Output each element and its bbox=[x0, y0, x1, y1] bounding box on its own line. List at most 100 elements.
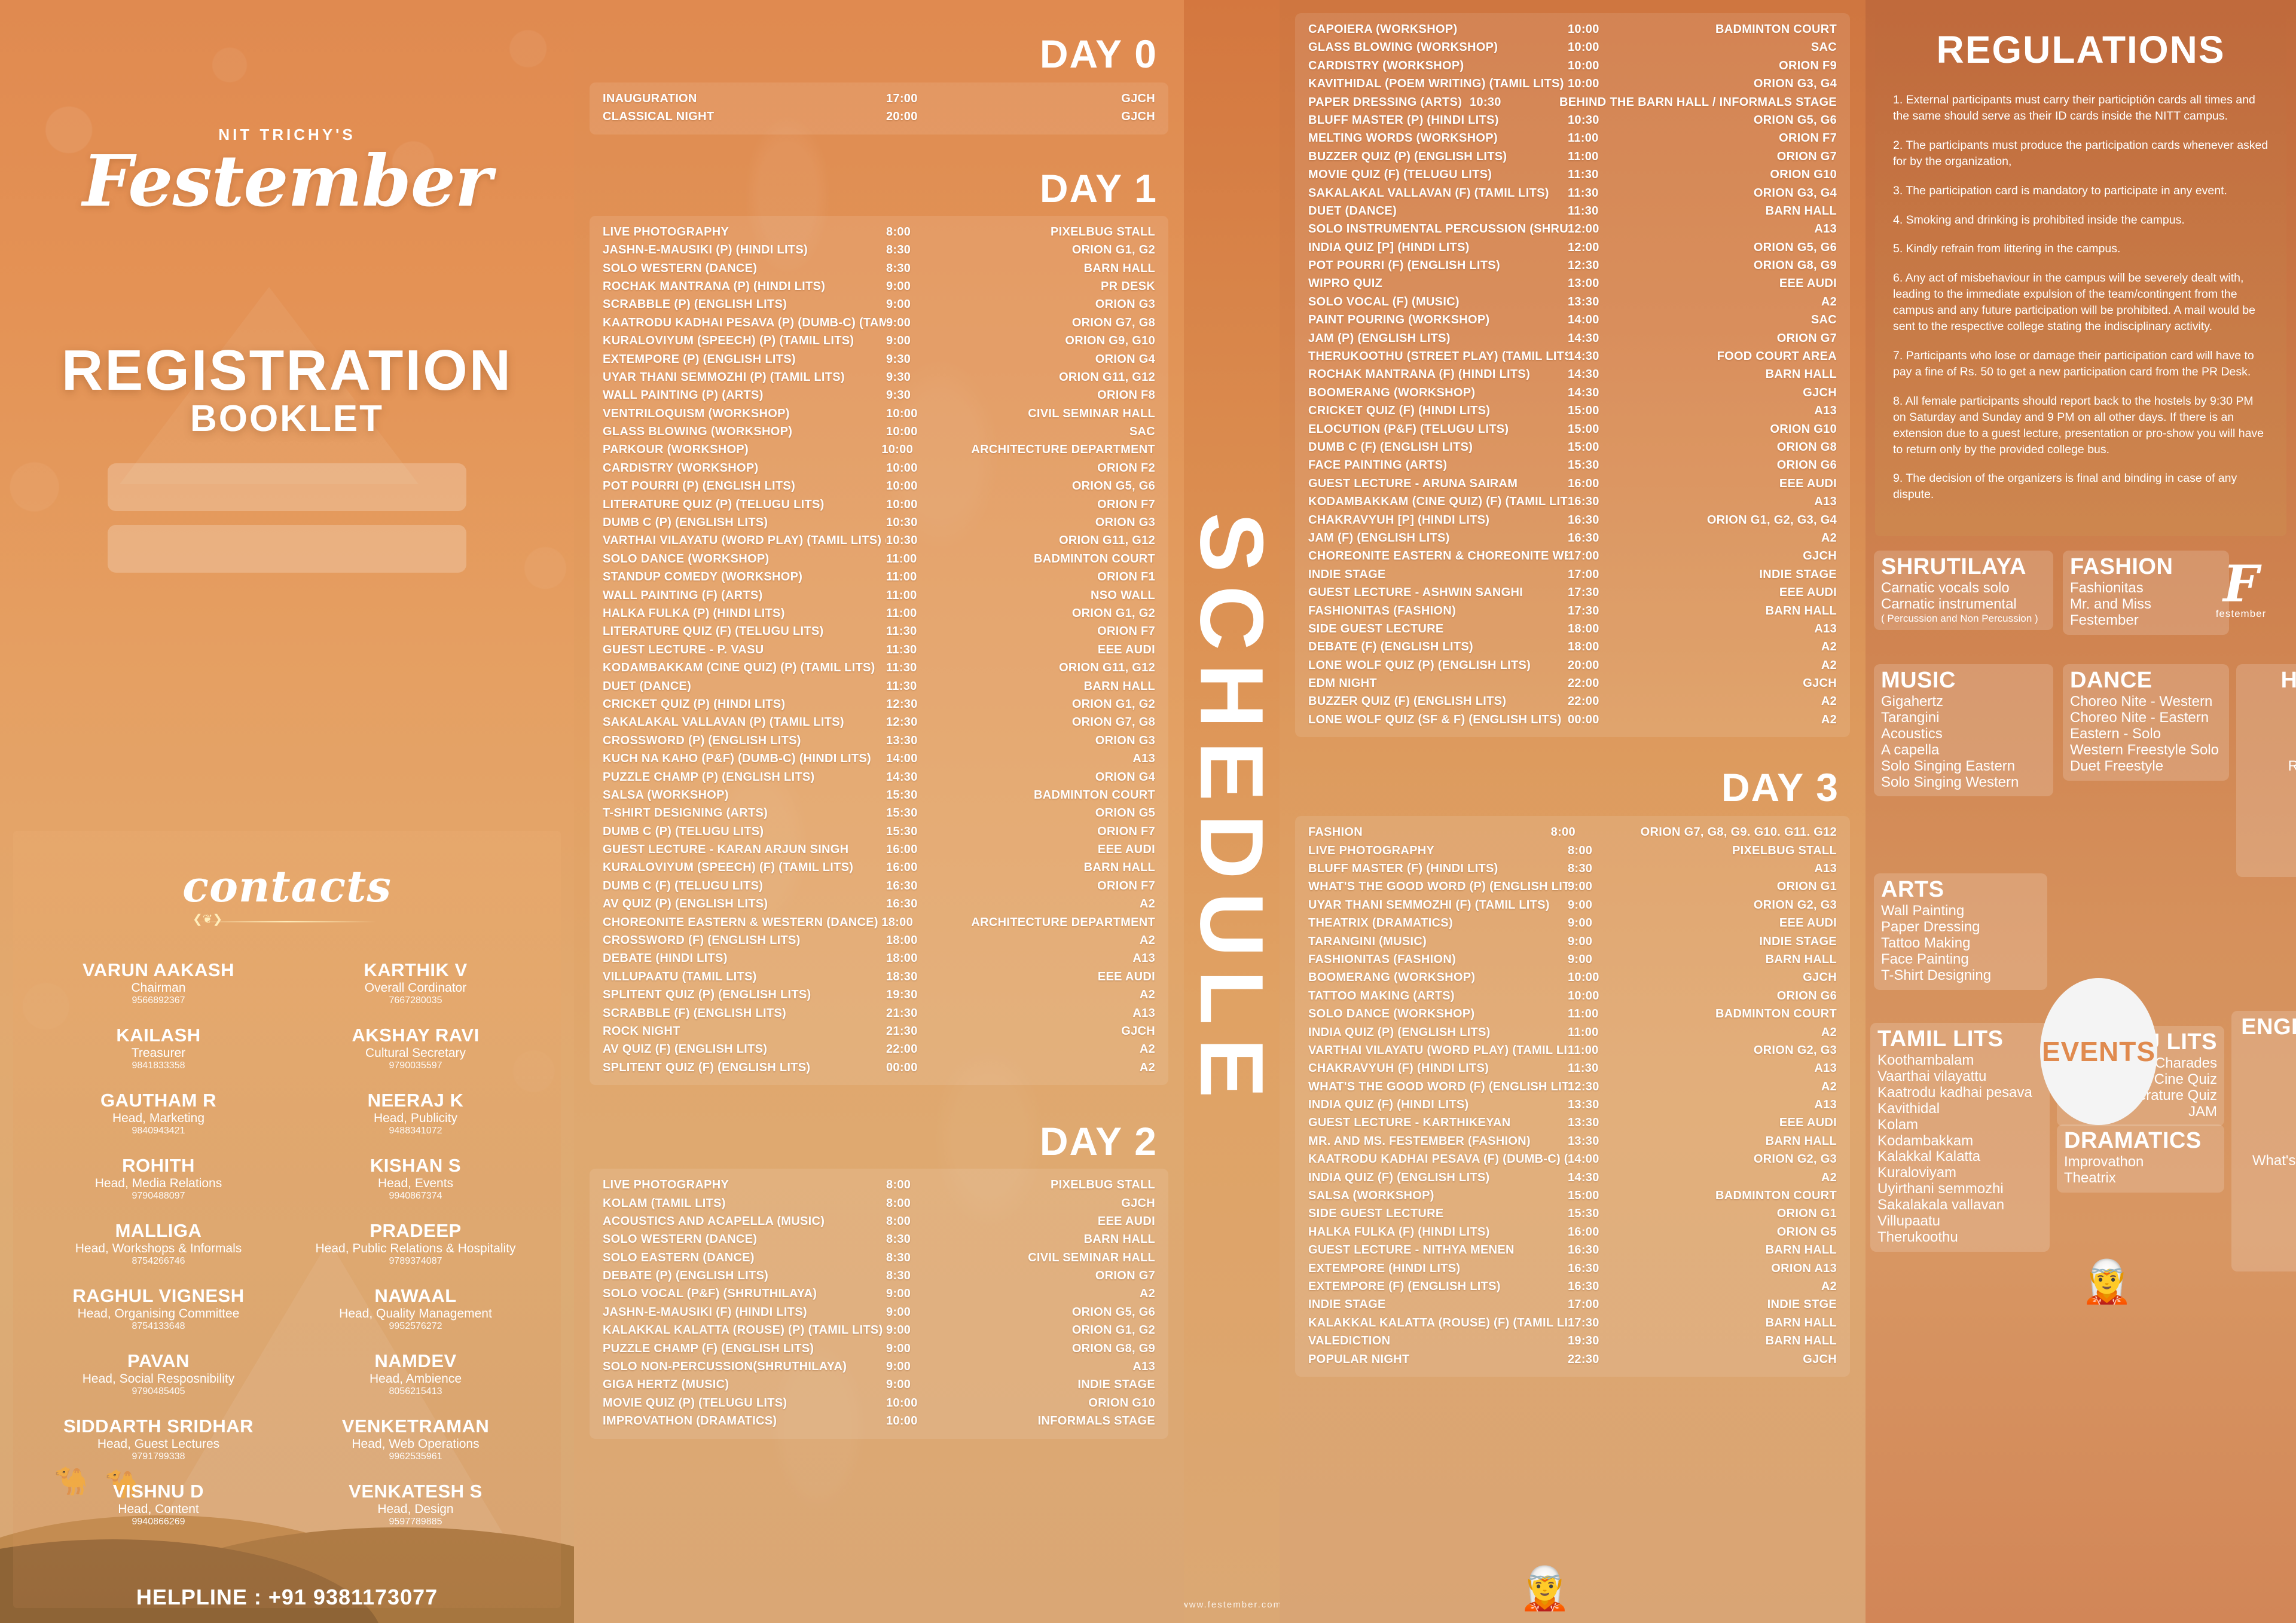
schedule-venue: ORION G5 bbox=[1095, 806, 1155, 820]
day1-table: LIVE PHOTOGRAPHY 8:00 PIXELBUG STALL JASHN-… bbox=[590, 215, 1168, 1086]
event-category-english-lits[interactable]: ENGLISH LITSSpLitEnt QuizAV QuizBuzzer Q… bbox=[2231, 1011, 2296, 1272]
schedule-event: IMPROVATHON (DRAMATICS) bbox=[603, 1414, 777, 1428]
contact-card[interactable]: AKSHAY RAVI Cultural Secretary 9790035597 bbox=[287, 1026, 544, 1071]
contact-card[interactable]: KAILASH Treasurer 9841833358 bbox=[30, 1026, 287, 1071]
schedule-venue: A13 bbox=[1814, 222, 1837, 236]
event-category-hindi-lits[interactable]: HINDI LITSJasn-e-MousikiBluff MasterExte… bbox=[2236, 664, 2296, 877]
schedule-row: KODAMBAKKAM (CINE QUIZ) (F) (TAMIL LITS)… bbox=[1308, 493, 1837, 511]
schedule-venue: ORION F2 bbox=[1097, 461, 1155, 475]
contact-card[interactable]: VISHNU D Head, Content 9940866269 bbox=[30, 1482, 287, 1527]
contact-card[interactable]: NAWAAL Head, Quality Management 9952576272 bbox=[287, 1286, 544, 1331]
schedule-row: VALEDICTION 19:30 BARN HALL bbox=[1308, 1332, 1837, 1350]
contact-card[interactable]: ROHITH Head, Media Relations 9790488097 bbox=[30, 1156, 287, 1201]
schedule-venue: ORION G10 bbox=[1770, 422, 1837, 436]
schedule-row: ROCHAK MANTRANA (F) (HINDI LITS) 14:30 BAR… bbox=[1308, 365, 1837, 383]
contact-card[interactable]: KISHAN S Head, Events 9940867374 bbox=[287, 1156, 544, 1201]
contact-phone[interactable]: 9789374087 bbox=[389, 1256, 442, 1266]
contact-phone[interactable]: 8056215413 bbox=[389, 1386, 442, 1396]
event-category-tamil-lits[interactable]: TAMIL LITS Koothambalam Vaarthai vilayattu… bbox=[1870, 1023, 2050, 1252]
schedule-row: CHAKRAVYUH (F) (HINDI LITS) 11:30 A13 bbox=[1308, 1059, 1837, 1077]
event-category-arts[interactable]: ARTS Wall Painting Paper Dressing Tattoo Ma… bbox=[1874, 873, 2047, 990]
college-field-blank[interactable] bbox=[108, 525, 466, 573]
contact-card[interactable]: KARTHIK V Overall Cordinator 7667280035 bbox=[287, 961, 544, 1005]
event-category-shrutilaya[interactable]: SHRUTILAYA Carnatic vocals solo Carnatic i… bbox=[1874, 551, 2053, 630]
event-category-fashion[interactable]: FASHION Fashionitas Mr. and Miss Festember bbox=[2063, 551, 2229, 635]
contact-card[interactable]: VARUN AAKASH Chairman 9566892367 bbox=[30, 961, 287, 1005]
contact-phone[interactable]: 9790485405 bbox=[132, 1386, 185, 1396]
schedule-event: BLUFF MASTER (P) (HINDI LITS) bbox=[1308, 113, 1499, 127]
event-category-dramatics[interactable]: DRAMATICS Improvathon Theatrix bbox=[2057, 1124, 2224, 1193]
contact-card[interactable]: MALLIGA Head, Workshops & Informals 875426… bbox=[30, 1221, 287, 1266]
schedule-event: FASHIONITAS (FASHION) bbox=[1308, 604, 1457, 618]
schedule-row: MR. AND MS. FESTEMBER (FASHION) 13:30 BARN… bbox=[1308, 1132, 1837, 1150]
regulation-item: 3. The participation card is mandatory t… bbox=[1893, 184, 2227, 197]
schedule-row: DEBATE (HINDI LITS) 18:00 A13 bbox=[603, 949, 1155, 967]
schedule-venue: A13 bbox=[1132, 752, 1155, 766]
event-category-music[interactable]: MUSIC Gigahertz Tarangini Acoustics A capell… bbox=[1874, 664, 2053, 797]
schedule-row: KOLAM (TAMIL LITS) 8:00 GJCH bbox=[603, 1194, 1155, 1212]
contact-phone[interactable]: 9488341072 bbox=[389, 1126, 442, 1136]
schedule-time: 8:00 bbox=[886, 1196, 911, 1210]
contact-card[interactable]: PAVAN Head, Social Resposnibility 97904854… bbox=[30, 1352, 287, 1396]
schedule-row: SOLO NON-PERCUSSION(SHRUTHILAYA) 9:00 A13 bbox=[603, 1358, 1155, 1376]
schedule-venue: BADMINTON COURT bbox=[1715, 1007, 1837, 1021]
schedule-time: 10:30 bbox=[886, 534, 918, 548]
schedule-time: 9:00 bbox=[1568, 880, 1593, 894]
contact-role: Head, Social Resposnibility bbox=[82, 1372, 235, 1386]
contact-card[interactable]: VENKETRAMAN Head, Web Operations 996253596… bbox=[287, 1417, 544, 1462]
event-item: Sakalakala vallavan bbox=[1877, 1197, 2005, 1214]
contact-phone[interactable]: 9962535961 bbox=[389, 1451, 442, 1462]
schedule-time: 21:30 bbox=[886, 1006, 918, 1020]
schedule-row: CROSSWORD (F) (ENGLISH LITS) 18:00 A2 bbox=[603, 931, 1155, 949]
contact-phone[interactable]: 9840943421 bbox=[132, 1126, 185, 1136]
contact-phone[interactable]: 9940867374 bbox=[389, 1191, 442, 1201]
contact-phone[interactable]: 9940866269 bbox=[132, 1517, 185, 1527]
schedule-event: SALSA (WORKSHOP) bbox=[603, 788, 729, 802]
schedule-event: SALSA (WORKSHOP) bbox=[1308, 1189, 1434, 1203]
schedule-row: WIPRO QUIZ 13:00 EEE AUDI bbox=[1308, 274, 1837, 292]
schedule-row: POT POURRI (P) (ENGLISH LITS) 10:00 ORION … bbox=[603, 477, 1155, 495]
contact-phone[interactable]: 7667280035 bbox=[389, 995, 442, 1005]
schedule-time: 21:30 bbox=[886, 1024, 918, 1038]
schedule-row: GIGA HERTZ (MUSIC) 9:00 INDIE STAGE bbox=[603, 1376, 1155, 1393]
schedule-row: SOLO VOCAL (P&F) (SHRUTHILAYA) 9:00 A2 bbox=[603, 1285, 1155, 1303]
festember-wordmark: Festember bbox=[82, 139, 492, 222]
schedule-time: 13:30 bbox=[1568, 295, 1599, 308]
schedule-time: 10:00 bbox=[1568, 971, 1599, 985]
contact-phone[interactable]: 9790035597 bbox=[389, 1060, 442, 1071]
schedule-row: GUEST LECTURE - ASHWIN SANGHI 17:30 EEE AU… bbox=[1308, 583, 1837, 601]
contact-card[interactable]: NAMDEV Head, Ambience 8056215413 bbox=[287, 1352, 544, 1396]
contact-phone[interactable]: 9952576272 bbox=[389, 1321, 442, 1331]
schedule-row: INDIE STAGE 17:00 INDIE STGE bbox=[1308, 1295, 1837, 1313]
schedule-time: 16:00 bbox=[1568, 1225, 1599, 1239]
schedule-time: 9:00 bbox=[1568, 916, 1593, 930]
contact-phone[interactable]: 8754266746 bbox=[132, 1256, 185, 1266]
schedule-row: SPLITENT QUIZ (P) (ENGLISH LITS) 19:30 A2 bbox=[603, 986, 1155, 1004]
schedule-row: CHOREONITE EASTERN & WESTERN (DANCE) 18:0… bbox=[603, 913, 1155, 931]
festember-mark-label: festember bbox=[2215, 607, 2267, 619]
contact-phone[interactable]: 9566892367 bbox=[132, 995, 185, 1005]
schedule-event: PARKOUR (WORKSHOP) bbox=[603, 443, 749, 457]
contact-card[interactable]: VENKATESH S Head, Design 9597789885 bbox=[287, 1482, 544, 1527]
contact-card[interactable]: PRADEEP Head, Public Relations & Hospital… bbox=[287, 1221, 544, 1266]
contact-card[interactable]: SIDDARTH SRIDHAR Head, Guest Lectures 9791… bbox=[30, 1417, 287, 1462]
event-category-dance[interactable]: DANCE Choreo Nite - Western Choreo Nite - … bbox=[2063, 664, 2229, 781]
schedule-venue: NSO WALL bbox=[1091, 588, 1155, 602]
schedule-venue: ORION F7 bbox=[1779, 132, 1837, 145]
contact-phone[interactable]: 9597789885 bbox=[389, 1517, 442, 1527]
contact-phone[interactable]: 9841833358 bbox=[132, 1060, 185, 1071]
schedule-row: CAPOIERA (WORKSHOP) 10:00 BADMINTON COURT bbox=[1308, 20, 1837, 38]
contact-card[interactable]: NEERAJ K Head, Publicity 9488341072 bbox=[287, 1091, 544, 1136]
name-field-blank[interactable] bbox=[108, 463, 466, 511]
schedule-venue: ORION G6 bbox=[1776, 459, 1837, 472]
contact-phone[interactable]: 9790488097 bbox=[132, 1191, 185, 1201]
schedule-time: 14:30 bbox=[1568, 1170, 1599, 1184]
contact-phone[interactable]: 8754133648 bbox=[132, 1321, 185, 1331]
contact-card[interactable]: GAUTHAM R Head, Marketing 9840943421 bbox=[30, 1091, 287, 1136]
schedule-row: FASHIONITAS (FASHION) 9:00 BARN HALL bbox=[1308, 950, 1837, 968]
day3-heading: DAY 3 bbox=[1721, 765, 1839, 810]
schedule-event: SOLO VOCAL (F) (MUSIC) bbox=[1308, 295, 1460, 308]
contact-card[interactable]: RAGHUL VIGNESH Head, Organising Committee… bbox=[30, 1286, 287, 1331]
schedule-venue: GJCH bbox=[1803, 971, 1837, 985]
contact-phone[interactable]: 9791799338 bbox=[132, 1451, 185, 1462]
